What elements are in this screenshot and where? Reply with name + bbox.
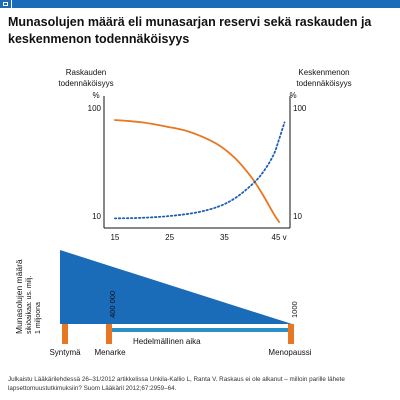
egg-count-label-line-1: Munasolujen määrä [14,259,24,334]
x-tick-label: 15 [110,233,119,242]
fertile-period-label: Hedelmällinen aika [133,337,201,346]
left-axis-unit: % [92,91,99,100]
right-axis-label-line-2: todennäköisyys [296,79,351,88]
source-caption: Julkaistu Lääkärilehdessä 26–31/2012 art… [8,375,392,393]
probability-chart: Raskauden todennäköisyys % Keskenmenon t… [58,68,351,242]
figure-title: Munasolujen määrä eli munasarjan reservi… [8,14,392,48]
egg-count-triangle [60,250,292,324]
menopause-marker [288,324,294,344]
egg-count-label-line-3: 1 miljoona [35,302,42,334]
figure-title-line-2: keskenmenon todennäköisyys [8,32,190,46]
menarke-label: Menarke [94,348,126,357]
menopause-count-label: 1000 [290,301,299,318]
brand-stripe [0,0,400,8]
right-axis-unit: % [289,91,296,100]
right-axis-label-line-1: Keskenmenon [298,68,349,77]
menarke-marker [106,324,112,344]
menopause-label: Menopaussi [268,348,311,357]
menarke-count-label: 400 000 [108,291,117,318]
left-axis-label-line-2: todennäköisyys [58,79,113,88]
x-tick-label: 35 [220,233,229,242]
fertile-period-bar [112,328,288,332]
figure-title-line-1: Munasolujen määrä eli munasarjan reservi… [8,15,372,29]
publisher-logo-icon [0,0,12,8]
left-axis-label-line-1: Raskauden [66,68,106,77]
right-tick-label: 10 [293,212,302,221]
source-caption-line-1: Julkaistu Lääkärilehdessä 26–31/2012 art… [8,376,345,383]
right-tick-label: 100 [293,104,307,113]
source-caption-line-2: lapsettomuustutkimuksiin? Suom Lääkäril … [8,385,177,392]
birth-marker [62,324,68,344]
egg-reserve-diagram: Munasolujen määrä sikiöaikaa: us. milj. … [14,250,312,357]
miscarriage-probability-series [114,121,286,220]
pregnancy-probability-series [114,119,280,223]
birth-label: Syntymä [49,348,81,357]
x-tick-label: 25 [165,233,174,242]
egg-count-label-line-2: sikiöaikaa: us. milj. [26,276,33,334]
left-tick-label: 100 [88,104,102,113]
x-tick-label: 45 v [272,233,287,242]
left-tick-label: 10 [92,212,101,221]
